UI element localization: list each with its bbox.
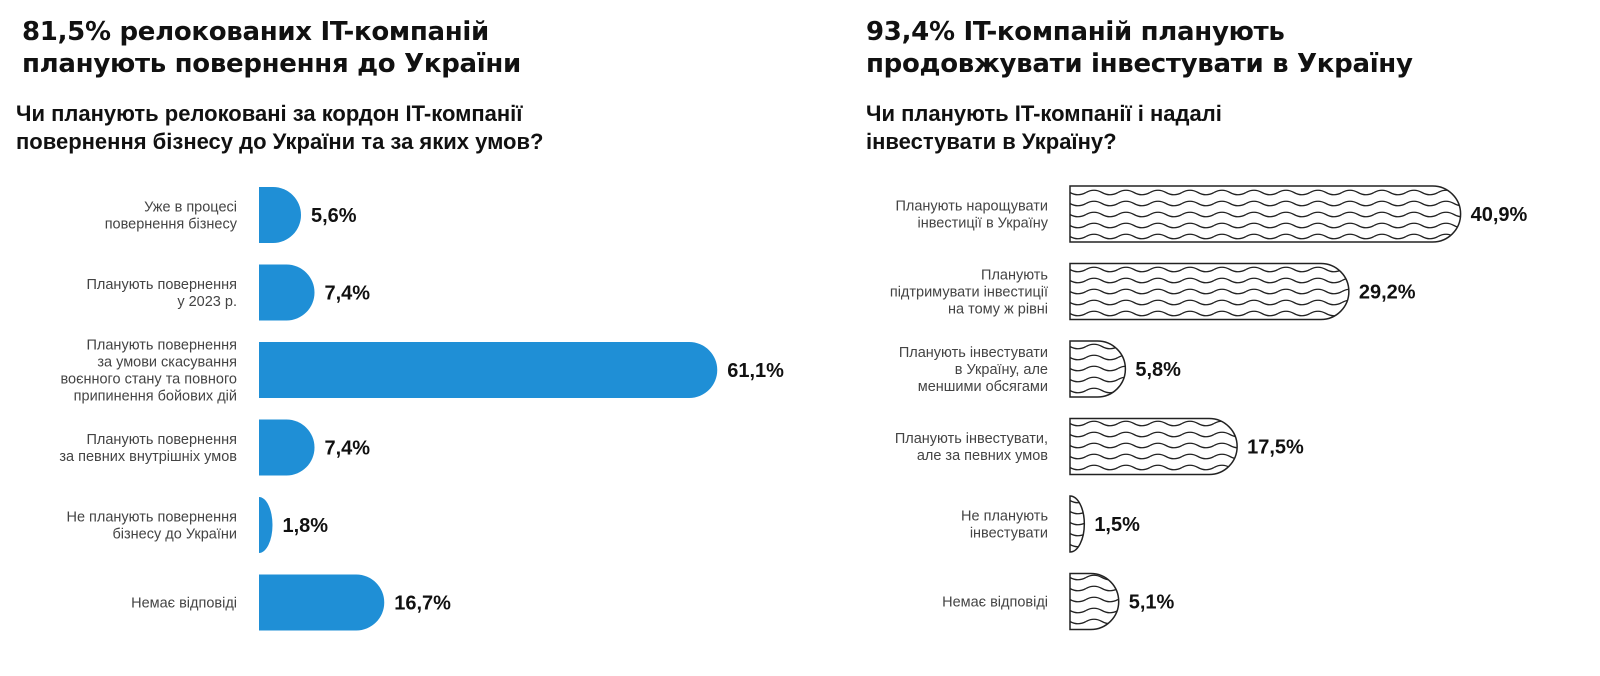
right-chart-panel: 93,4% IT-компаній планують продовжувати … <box>830 0 1600 676</box>
value-label-2: 7,4% <box>325 283 371 305</box>
category-label-5: Не планують інвестувати <box>961 509 1048 542</box>
category-label-line: за умови скасування <box>97 355 237 371</box>
category-label-4: Планують повернення за певних внутрішніх … <box>59 432 237 465</box>
category-label-line: на тому ж рівні <box>948 302 1048 318</box>
left-headline-line-2: планують повернення до України <box>22 49 521 79</box>
category-label-4: Планують інвестувати, але за певних умов <box>895 431 1048 464</box>
bar-2 <box>1069 262 1350 321</box>
left-question-line-2: повернення бізнесу до України та за яких… <box>16 129 544 154</box>
category-label-line: бізнесу до України <box>113 527 238 543</box>
right-question-line-1: Чи планують IT-компанії і надалі <box>866 101 1222 126</box>
right-question: Чи планують IT-компанії і надалі інвесту… <box>866 100 1222 156</box>
category-label-3: Планують інвестувати в Україну, але меншим… <box>899 345 1048 395</box>
category-label-1: Планують нарощувати інвестиції в Україну <box>895 199 1048 232</box>
category-label-line: Планують нарощувати <box>895 199 1048 215</box>
category-label-line: воєнного стану та повного <box>60 372 237 388</box>
category-label-line: Планують повернення <box>86 432 237 448</box>
category-label-line: Уже в процесі <box>144 200 237 216</box>
bar-3 <box>259 342 718 398</box>
value-label-6: 5,1% <box>1129 592 1175 614</box>
bar-4 <box>1069 417 1238 476</box>
left-headline: 81,5% релокованих IT-компаній планують п… <box>22 16 521 80</box>
left-bar-chart: Уже в процесі повернення бізнесу 5,6% Плану… <box>59 187 784 631</box>
category-label-line: за певних внутрішніх умов <box>59 449 237 465</box>
category-label-line: Не планують <box>961 509 1048 525</box>
value-label-3: 61,1% <box>727 360 784 382</box>
category-label-line: Планують <box>981 268 1048 284</box>
category-label-line: підтримувати інвестиції <box>890 285 1048 301</box>
value-label-6: 16,7% <box>394 593 451 615</box>
category-label-line: меншими обсягами <box>918 379 1048 395</box>
right-headline-line-2: продовжувати інвестувати в Україну <box>866 49 1413 79</box>
category-label-line: інвестувати <box>970 526 1048 542</box>
value-label-1: 40,9% <box>1471 204 1528 226</box>
category-label-line: Немає відповіді <box>942 595 1048 611</box>
category-label-line: Не планують повернення <box>66 510 237 526</box>
bar-3 <box>1069 340 1127 398</box>
value-label-4: 17,5% <box>1247 437 1304 459</box>
category-label-line: Планують повернення <box>86 338 237 354</box>
category-label-6: Немає відповіді <box>942 595 1048 611</box>
category-label-line: припинення бойових дій <box>74 389 237 405</box>
category-label-line: в Україну, але <box>955 362 1048 378</box>
category-label-line: Планують інвестувати <box>899 345 1048 361</box>
left-chart-panel: 81,5% релокованих IT-компаній планують п… <box>16 16 784 631</box>
left-headline-line-1: 81,5% релокованих IT-компаній <box>22 17 489 47</box>
value-label-4: 7,4% <box>325 438 371 460</box>
value-label-3: 5,8% <box>1135 359 1181 381</box>
bar-1 <box>1069 185 1462 243</box>
category-label-2: Планують повернення у 2023 р. <box>86 277 237 310</box>
right-headline: 93,4% IT-компаній планують продовжувати … <box>866 16 1413 80</box>
category-label-line: у 2023 р. <box>177 294 237 310</box>
category-label-3: Планують повернення за умови скасування во… <box>60 338 237 405</box>
category-label-line: але за певних умов <box>917 448 1048 464</box>
category-label-line: Планують інвестувати, <box>895 431 1048 447</box>
bar-1 <box>259 187 301 243</box>
left-question-line-1: Чи планують релоковані за кордон IT-комп… <box>16 101 523 126</box>
bar-2 <box>259 264 315 321</box>
left-question: Чи планують релоковані за кордон IT-комп… <box>16 100 543 156</box>
category-label-5: Не планують повернення бізнесу до України <box>66 510 237 543</box>
bar-4 <box>259 419 315 476</box>
category-label-line: інвестиції в Україну <box>918 216 1049 232</box>
category-label-line: Немає відповіді <box>131 596 237 612</box>
bar-6 <box>1069 572 1120 631</box>
category-label-line: повернення бізнесу <box>105 217 238 233</box>
category-label-1: Уже в процесі повернення бізнесу <box>105 200 238 233</box>
right-question-line-2: інвестувати в Україну? <box>866 129 1117 154</box>
bar-6 <box>259 574 385 631</box>
value-label-1: 5,6% <box>311 205 357 227</box>
right-bar-chart: Планують нарощувати інвестиції в Україну 4… <box>890 185 1528 631</box>
category-label-line: Планують повернення <box>86 277 237 293</box>
value-label-2: 29,2% <box>1359 282 1416 304</box>
category-label-2: Планують підтримувати інвестиції на тому ж… <box>890 268 1048 318</box>
bar-5 <box>1069 495 1086 553</box>
value-label-5: 1,8% <box>283 515 329 537</box>
bar-5 <box>259 497 273 553</box>
category-label-6: Немає відповіді <box>131 596 237 612</box>
value-label-5: 1,5% <box>1094 514 1140 536</box>
right-headline-line-1: 93,4% IT-компаній планують <box>866 17 1285 47</box>
